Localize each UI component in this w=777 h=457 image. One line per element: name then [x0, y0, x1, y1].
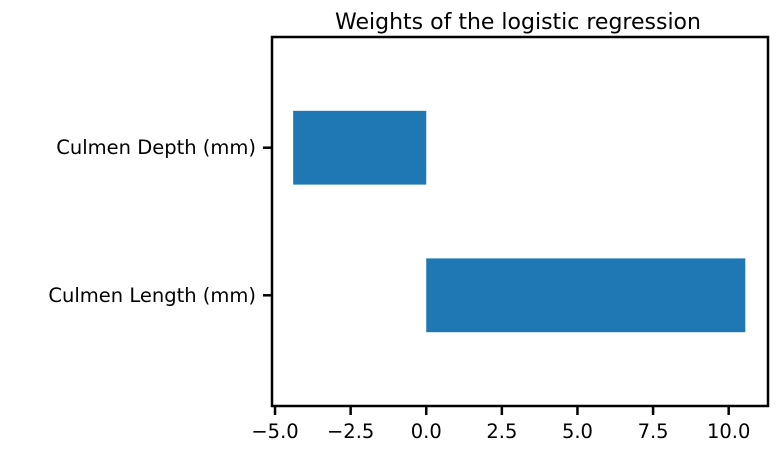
x-tick-label: 7.5 [638, 420, 669, 443]
y-axis-ticks: Culmen Length (mm) Culmen Depth (mm) [48, 136, 272, 307]
x-tick-label: −5.0 [251, 420, 298, 443]
y-tick-label: Culmen Length (mm) [48, 284, 256, 307]
chart-title: Weights of the logistic regression [335, 10, 701, 35]
y-tick-label: Culmen Depth (mm) [56, 136, 256, 159]
x-tick-label: 5.0 [562, 420, 593, 443]
x-tick-label: 0.0 [411, 420, 442, 443]
x-tick-label: 10.0 [707, 420, 750, 443]
bars-group [293, 110, 746, 333]
x-axis-ticks: −5.0 −2.5 0.0 2.5 5.0 7.5 10.0 [251, 406, 750, 443]
bar-culmen-depth-mm [293, 110, 427, 185]
bar-culmen-length-mm [426, 258, 746, 333]
plot-frame [270, 35, 770, 408]
x-tick-label: −2.5 [327, 420, 374, 443]
x-tick-label: 2.5 [486, 420, 517, 443]
